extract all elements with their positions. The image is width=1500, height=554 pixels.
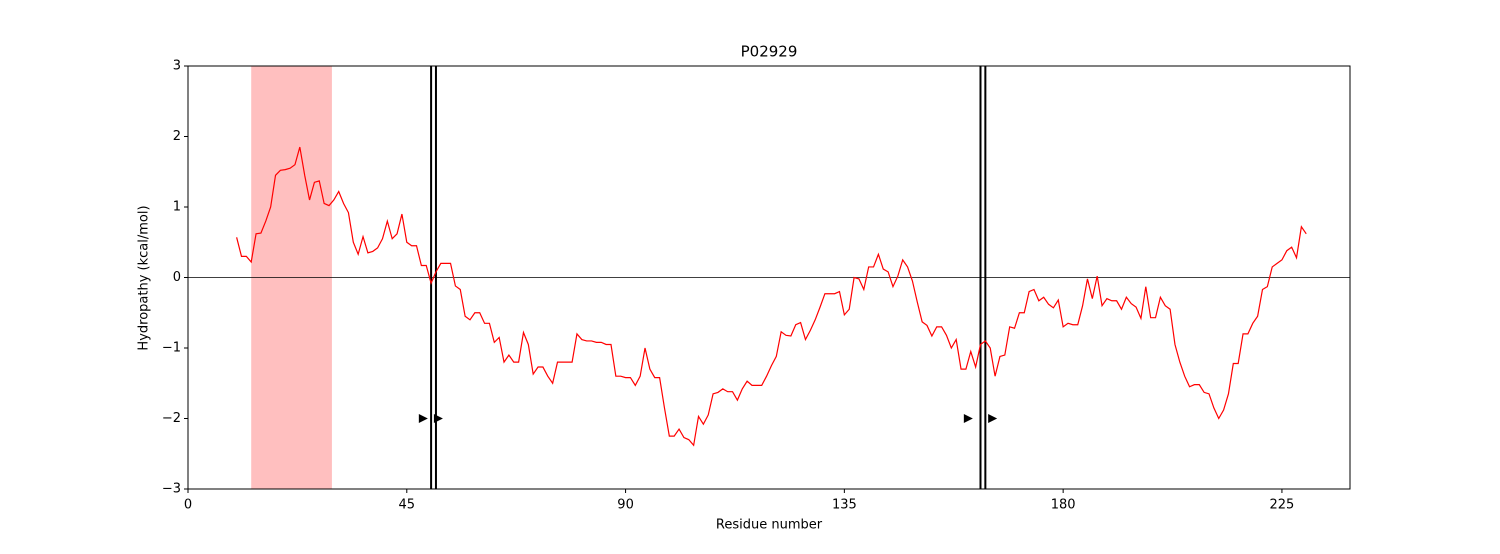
- chart-title: P02929: [741, 43, 798, 61]
- x-tick-label: 0: [184, 498, 192, 513]
- arrow-marker: [988, 414, 998, 423]
- y-axis-label: Hydropathy (kcal/mol): [137, 205, 152, 350]
- hydropathy-line: [236, 146, 1307, 447]
- x-tick-label: 180: [1051, 498, 1076, 513]
- y-tick-label: 2: [173, 129, 181, 144]
- y-tick-label: 0: [173, 270, 181, 285]
- arrow-marker: [418, 414, 428, 423]
- x-tick-label: 225: [1270, 498, 1295, 513]
- arrow-marker: [433, 414, 443, 423]
- arrow-marker: [963, 414, 973, 423]
- x-tick-label: 135: [832, 498, 857, 513]
- x-tick-label: 45: [399, 498, 416, 513]
- x-axis-label: Residue number: [716, 518, 823, 533]
- x-tick-label: 90: [617, 498, 634, 513]
- y-tick-label: 1: [173, 200, 181, 215]
- y-tick-label: −3: [162, 482, 181, 497]
- y-tick-label: −1: [162, 341, 181, 356]
- y-tick-label: −2: [162, 411, 181, 426]
- plot-frame: [187, 65, 1351, 490]
- y-tick-label: 3: [173, 59, 181, 74]
